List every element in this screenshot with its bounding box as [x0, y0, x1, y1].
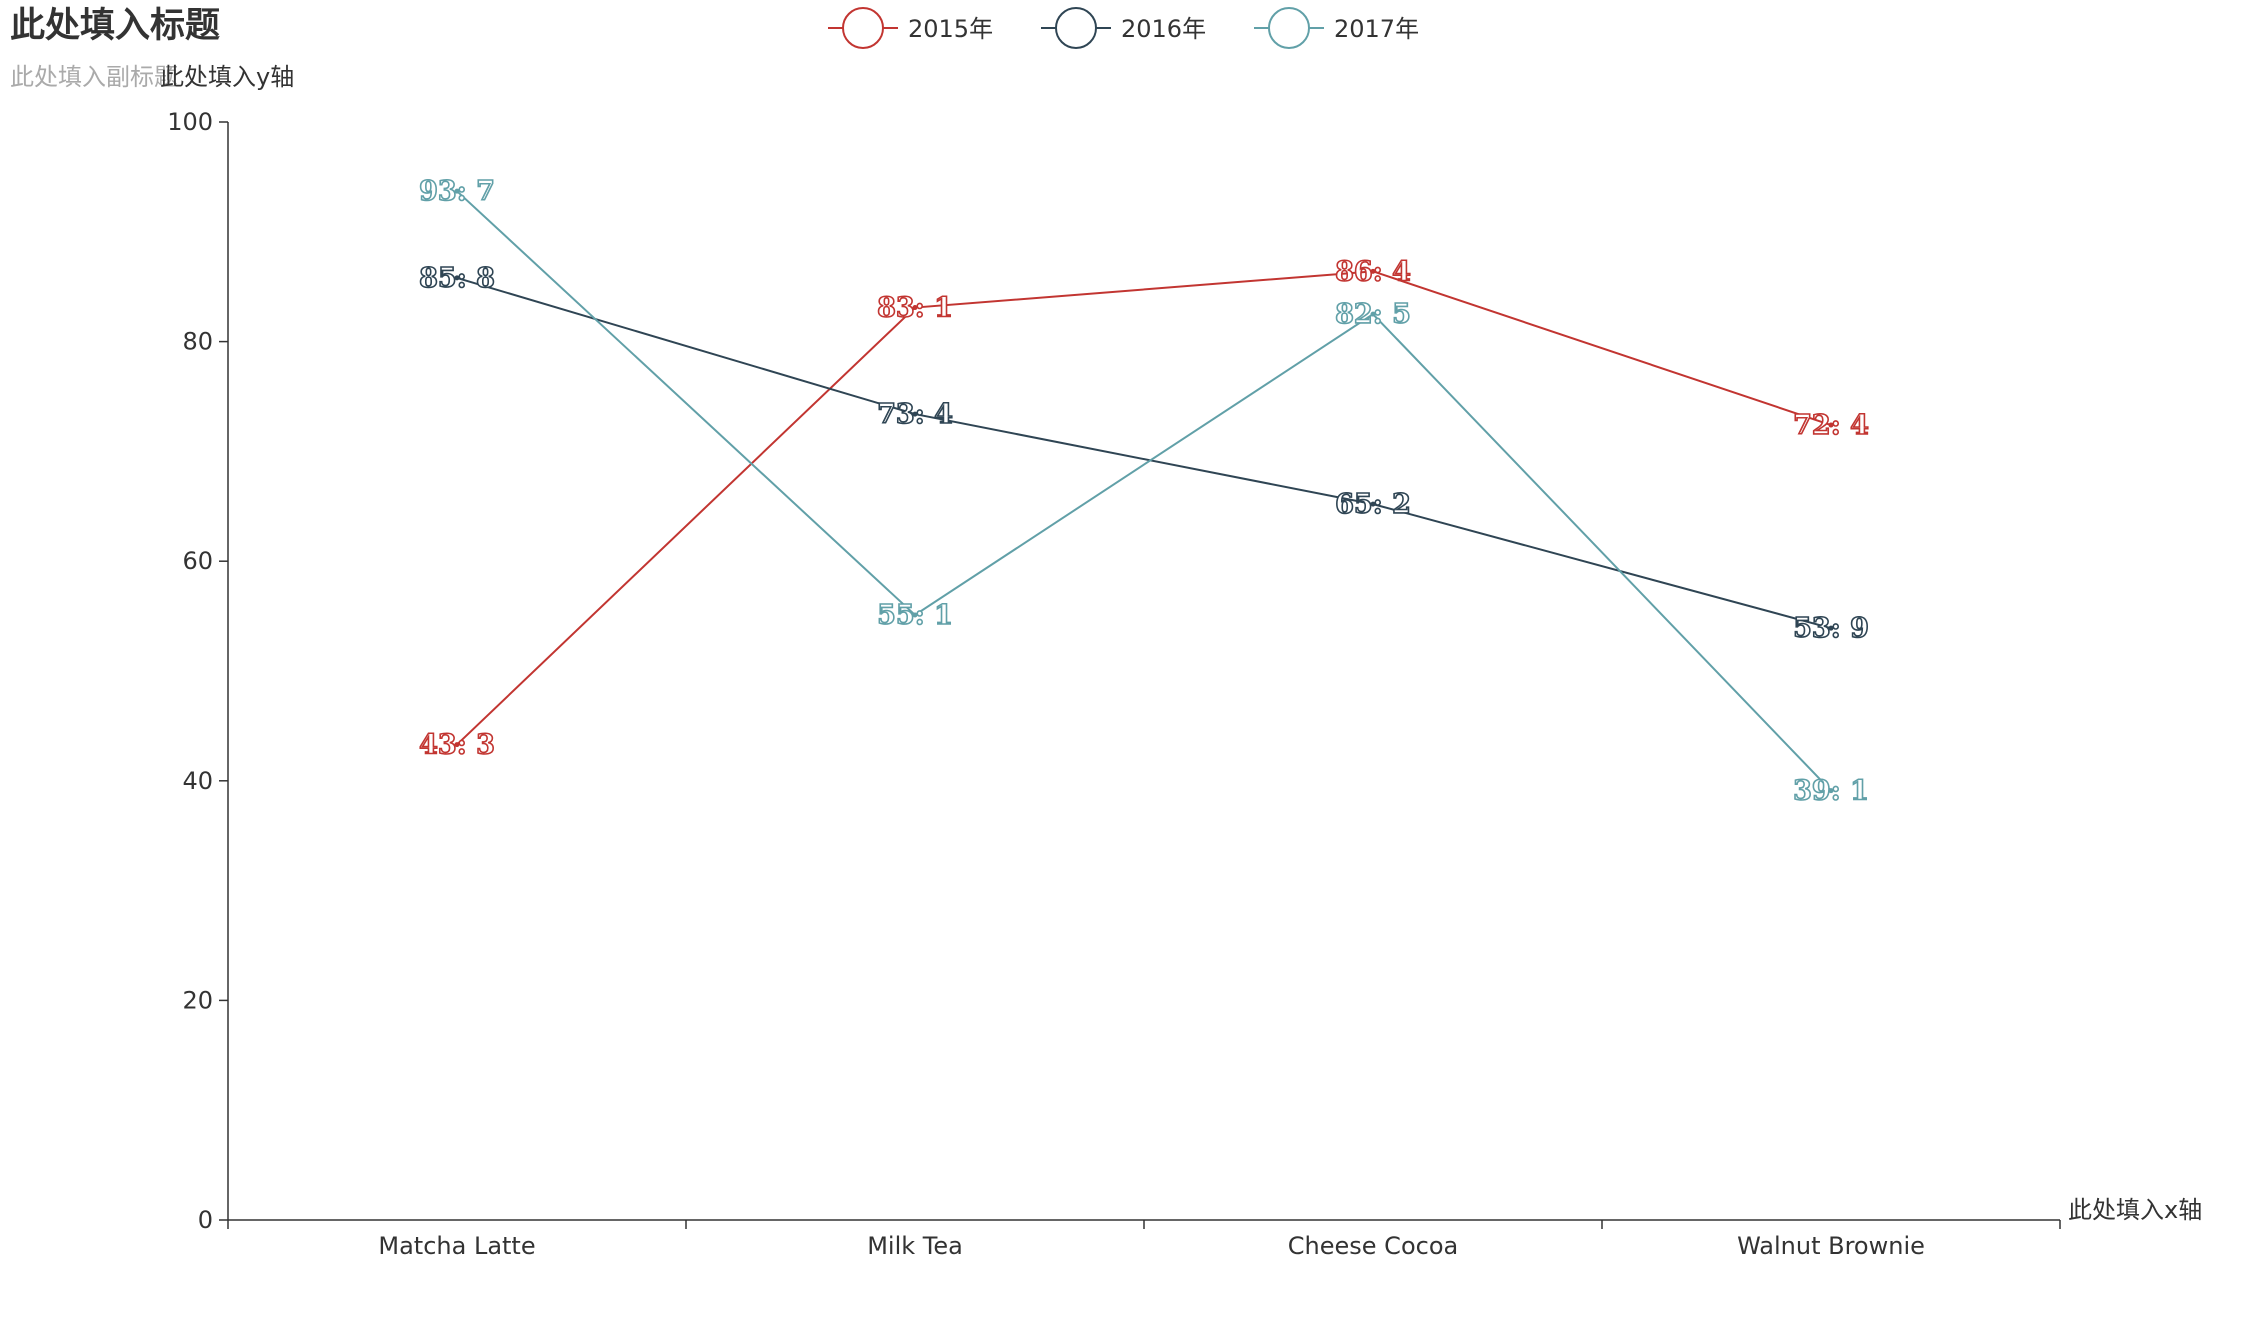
chart-subtitle: 此处填入副标题 [10, 63, 178, 91]
data-label: 72: 4 [1793, 410, 1869, 441]
series-line [456, 190, 1832, 792]
data-point [1370, 268, 1376, 274]
data-label: 73: 4 [877, 399, 953, 430]
data-point [454, 742, 460, 748]
legend-label: 2017年 [1334, 15, 1419, 43]
data-label: 93: 7 [419, 176, 495, 207]
data-point [912, 411, 918, 417]
chart-title: 此处填入标题 [10, 6, 220, 46]
data-point [454, 275, 460, 281]
y-tick-label: 40 [182, 767, 213, 795]
legend-item-1[interactable]: 2015年 [828, 7, 993, 49]
series-3 [454, 188, 1834, 794]
legend-marker [1268, 7, 1310, 49]
data-point [1828, 625, 1834, 631]
y-tick-label: 0 [198, 1206, 213, 1234]
x-axis: Matcha Latte Milk Tea Cheese Cocoa Walnut B… [227, 1219, 2061, 1260]
data-label: 39: 1 [1793, 776, 1869, 807]
data-point [454, 188, 460, 194]
data-point [912, 305, 918, 311]
data-label: 55: 1 [877, 600, 953, 631]
x-tick-label: Cheese Cocoa [1288, 1232, 1458, 1260]
y-tick-label: 20 [182, 986, 213, 1014]
legend-label: 2015年 [908, 15, 993, 43]
data-point [1828, 422, 1834, 428]
series-lines [454, 188, 1834, 794]
y-tick-label: 80 [182, 328, 213, 356]
data-label: 53: 9 [1793, 613, 1869, 644]
legend: 2015年 2016年 2017年 [828, 7, 1419, 49]
data-label: 83: 1 [877, 293, 953, 324]
series-2 [454, 275, 1834, 631]
y-tick-label: 60 [182, 547, 213, 575]
legend-item-2[interactable]: 2016年 [1041, 7, 1206, 49]
legend-marker [842, 7, 884, 49]
legend-item-3[interactable]: 2017年 [1254, 7, 1419, 49]
x-axis-name: 此处填入x轴 [2068, 1196, 2202, 1224]
legend-marker [1055, 7, 1097, 49]
data-label: 82: 5 [1335, 299, 1411, 330]
series-1 [454, 268, 1834, 748]
data-point [1370, 311, 1376, 317]
x-tick-label: Walnut Brownie [1737, 1232, 1925, 1260]
y-axis: 0 20 40 60 80 100 [167, 108, 229, 1234]
legend-label: 2016年 [1121, 15, 1206, 43]
x-tick-label: Milk Tea [867, 1232, 963, 1260]
y-tick-label: 100 [167, 108, 213, 136]
data-point [1370, 501, 1376, 507]
series-line [456, 270, 1832, 746]
x-tick-label: Matcha Latte [378, 1232, 535, 1260]
series-line [456, 276, 1832, 630]
data-label: 86: 4 [1335, 256, 1411, 287]
data-point [1828, 788, 1834, 794]
y-axis-name: 此处填入y轴 [160, 63, 294, 91]
data-labels: 43: 3 83: 1 86: 4 72: 4 85: 8 73: 4 65: 2 53: 9… [418, 175, 1869, 807]
data-label: 85: 8 [419, 263, 495, 294]
data-label: 65: 2 [1335, 489, 1411, 520]
data-label: 43: 3 [419, 730, 495, 761]
data-point [912, 612, 918, 618]
